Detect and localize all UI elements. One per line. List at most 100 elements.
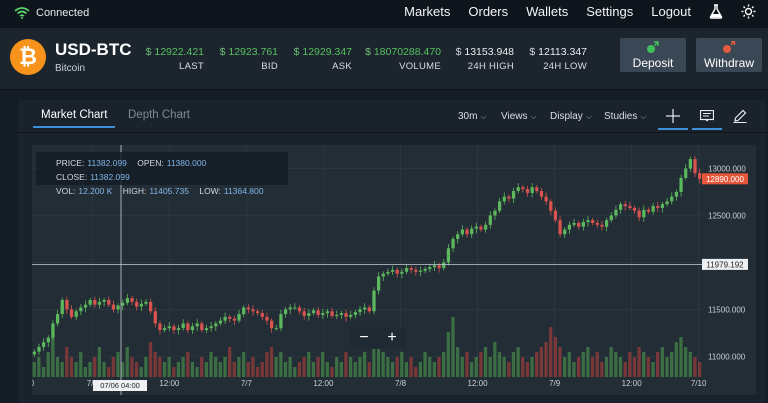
candle-body bbox=[55, 314, 60, 324]
candle-body bbox=[93, 299, 97, 305]
currency-symbol: $ bbox=[293, 46, 300, 58]
candle-body bbox=[544, 196, 548, 202]
candle-body bbox=[172, 326, 176, 331]
stat-volume: $ 18070288.470 VOLUME bbox=[365, 46, 441, 72]
candle-body bbox=[88, 299, 92, 305]
volume-bar bbox=[460, 357, 464, 377]
volume-bar bbox=[204, 362, 209, 377]
volume-bar bbox=[446, 332, 450, 377]
volume-bar bbox=[218, 362, 222, 377]
x-tick-label: 7/8 bbox=[395, 379, 407, 388]
volume-bar bbox=[260, 362, 264, 377]
views-menu[interactable]: Views ⌵ bbox=[501, 111, 537, 122]
tab-market-chart[interactable]: Market Chart bbox=[32, 109, 116, 128]
volume-bar bbox=[683, 347, 688, 377]
crosshair-tool-button[interactable] bbox=[658, 102, 688, 130]
zoom-controls: − + bbox=[350, 327, 406, 349]
stat-bid-value: 12923.761 bbox=[228, 46, 278, 58]
volume-bar bbox=[414, 367, 418, 377]
volume-bar bbox=[586, 347, 590, 377]
volume-bar bbox=[37, 357, 41, 377]
volume-bar bbox=[190, 362, 195, 377]
candle-body bbox=[190, 326, 195, 331]
candlesticks bbox=[32, 155, 702, 357]
draw-tool-button[interactable] bbox=[725, 102, 755, 130]
volume-bar bbox=[232, 362, 236, 377]
nav-settings[interactable]: Settings bbox=[586, 4, 634, 19]
flask-icon[interactable] bbox=[709, 4, 723, 19]
volume-bar bbox=[423, 352, 427, 377]
volume-bar bbox=[325, 362, 329, 377]
crosshair-price-tag-bg bbox=[702, 258, 748, 270]
volume-bar bbox=[553, 337, 557, 377]
info-panel-button[interactable] bbox=[692, 102, 722, 130]
volume-bar bbox=[376, 337, 381, 377]
tab-depth-chart[interactable]: Depth Chart bbox=[128, 109, 191, 121]
volume-bar bbox=[121, 362, 125, 377]
candle-body bbox=[97, 301, 102, 305]
display-menu[interactable]: Display ⌵ bbox=[550, 111, 592, 122]
wifi-icon bbox=[14, 7, 30, 19]
nav-logout[interactable]: Logout bbox=[651, 4, 691, 19]
volume-bar bbox=[339, 362, 343, 377]
candle-body bbox=[363, 307, 367, 310]
volume-bar bbox=[116, 352, 120, 377]
candle-body bbox=[474, 226, 478, 229]
candle-body bbox=[335, 315, 339, 317]
volume-bars bbox=[32, 317, 702, 377]
volume-bar bbox=[139, 367, 143, 377]
volume-bar bbox=[93, 357, 97, 377]
deposit-button[interactable]: Deposit bbox=[620, 38, 686, 72]
candle-body bbox=[125, 298, 130, 303]
nav-wallets[interactable]: Wallets bbox=[526, 4, 569, 19]
stat-24h-low-label: 24H LOW bbox=[543, 61, 587, 72]
volume-bar bbox=[74, 362, 78, 377]
candle-body bbox=[665, 201, 669, 205]
interval-select[interactable]: 30m ⌵ bbox=[458, 111, 487, 122]
volume-bar bbox=[88, 362, 92, 377]
x-tick-label: 7/9 bbox=[549, 379, 561, 388]
stat-24h-high: $ 13153.948 24H HIGH bbox=[456, 46, 514, 72]
candle-body bbox=[632, 207, 637, 211]
volume-bar bbox=[195, 367, 199, 377]
volume-bar bbox=[97, 347, 101, 377]
candle-body bbox=[311, 310, 316, 314]
candle-body bbox=[186, 323, 190, 331]
x-tick-label: 0 bbox=[32, 379, 35, 388]
volume-bar bbox=[302, 357, 306, 377]
studies-menu[interactable]: Studies ⌵ bbox=[604, 111, 646, 122]
volume-bar bbox=[246, 362, 250, 377]
candle-body bbox=[307, 313, 311, 316]
zoom-in-button[interactable]: + bbox=[387, 329, 397, 346]
nav-orders[interactable]: Orders bbox=[468, 4, 509, 19]
price-chart-svg[interactable]: 13000.00012500.00012000.00011500.0001100… bbox=[30, 145, 756, 395]
candle-body bbox=[535, 187, 539, 192]
zoom-out-button[interactable]: − bbox=[359, 329, 369, 346]
candle-body bbox=[51, 323, 55, 338]
candle-body bbox=[563, 229, 567, 235]
candle-body bbox=[228, 316, 232, 319]
candle-body bbox=[116, 305, 120, 310]
crosshair-price-tag: 11979.192 bbox=[702, 258, 748, 270]
volume-bar bbox=[474, 357, 478, 377]
price-chart[interactable]: 13000.00012500.00012000.00011500.0001100… bbox=[30, 145, 756, 395]
market-symbol: USD-BTC bbox=[55, 40, 132, 59]
volume-bar bbox=[595, 352, 599, 377]
crosshair-date-label: 07/06 04:00 bbox=[93, 380, 147, 391]
candle-body bbox=[269, 320, 274, 329]
currency-symbol: $ bbox=[365, 46, 371, 58]
volume-bar bbox=[102, 362, 106, 377]
open-label: OPEN: bbox=[137, 158, 164, 168]
x-tick-label: 7/10 bbox=[691, 379, 707, 388]
withdraw-button[interactable]: Withdraw bbox=[696, 38, 762, 72]
views-label: Views bbox=[501, 111, 528, 122]
nav-markets[interactable]: Markets bbox=[404, 4, 451, 19]
volume-bar bbox=[697, 362, 702, 377]
crosshair-icon bbox=[666, 109, 680, 123]
high-value: 11405.735 bbox=[149, 186, 189, 196]
candle-body bbox=[679, 177, 683, 192]
volume-bar bbox=[679, 337, 683, 377]
sun-icon[interactable] bbox=[741, 4, 756, 19]
candle-body bbox=[451, 238, 455, 249]
candle-body bbox=[637, 210, 641, 218]
